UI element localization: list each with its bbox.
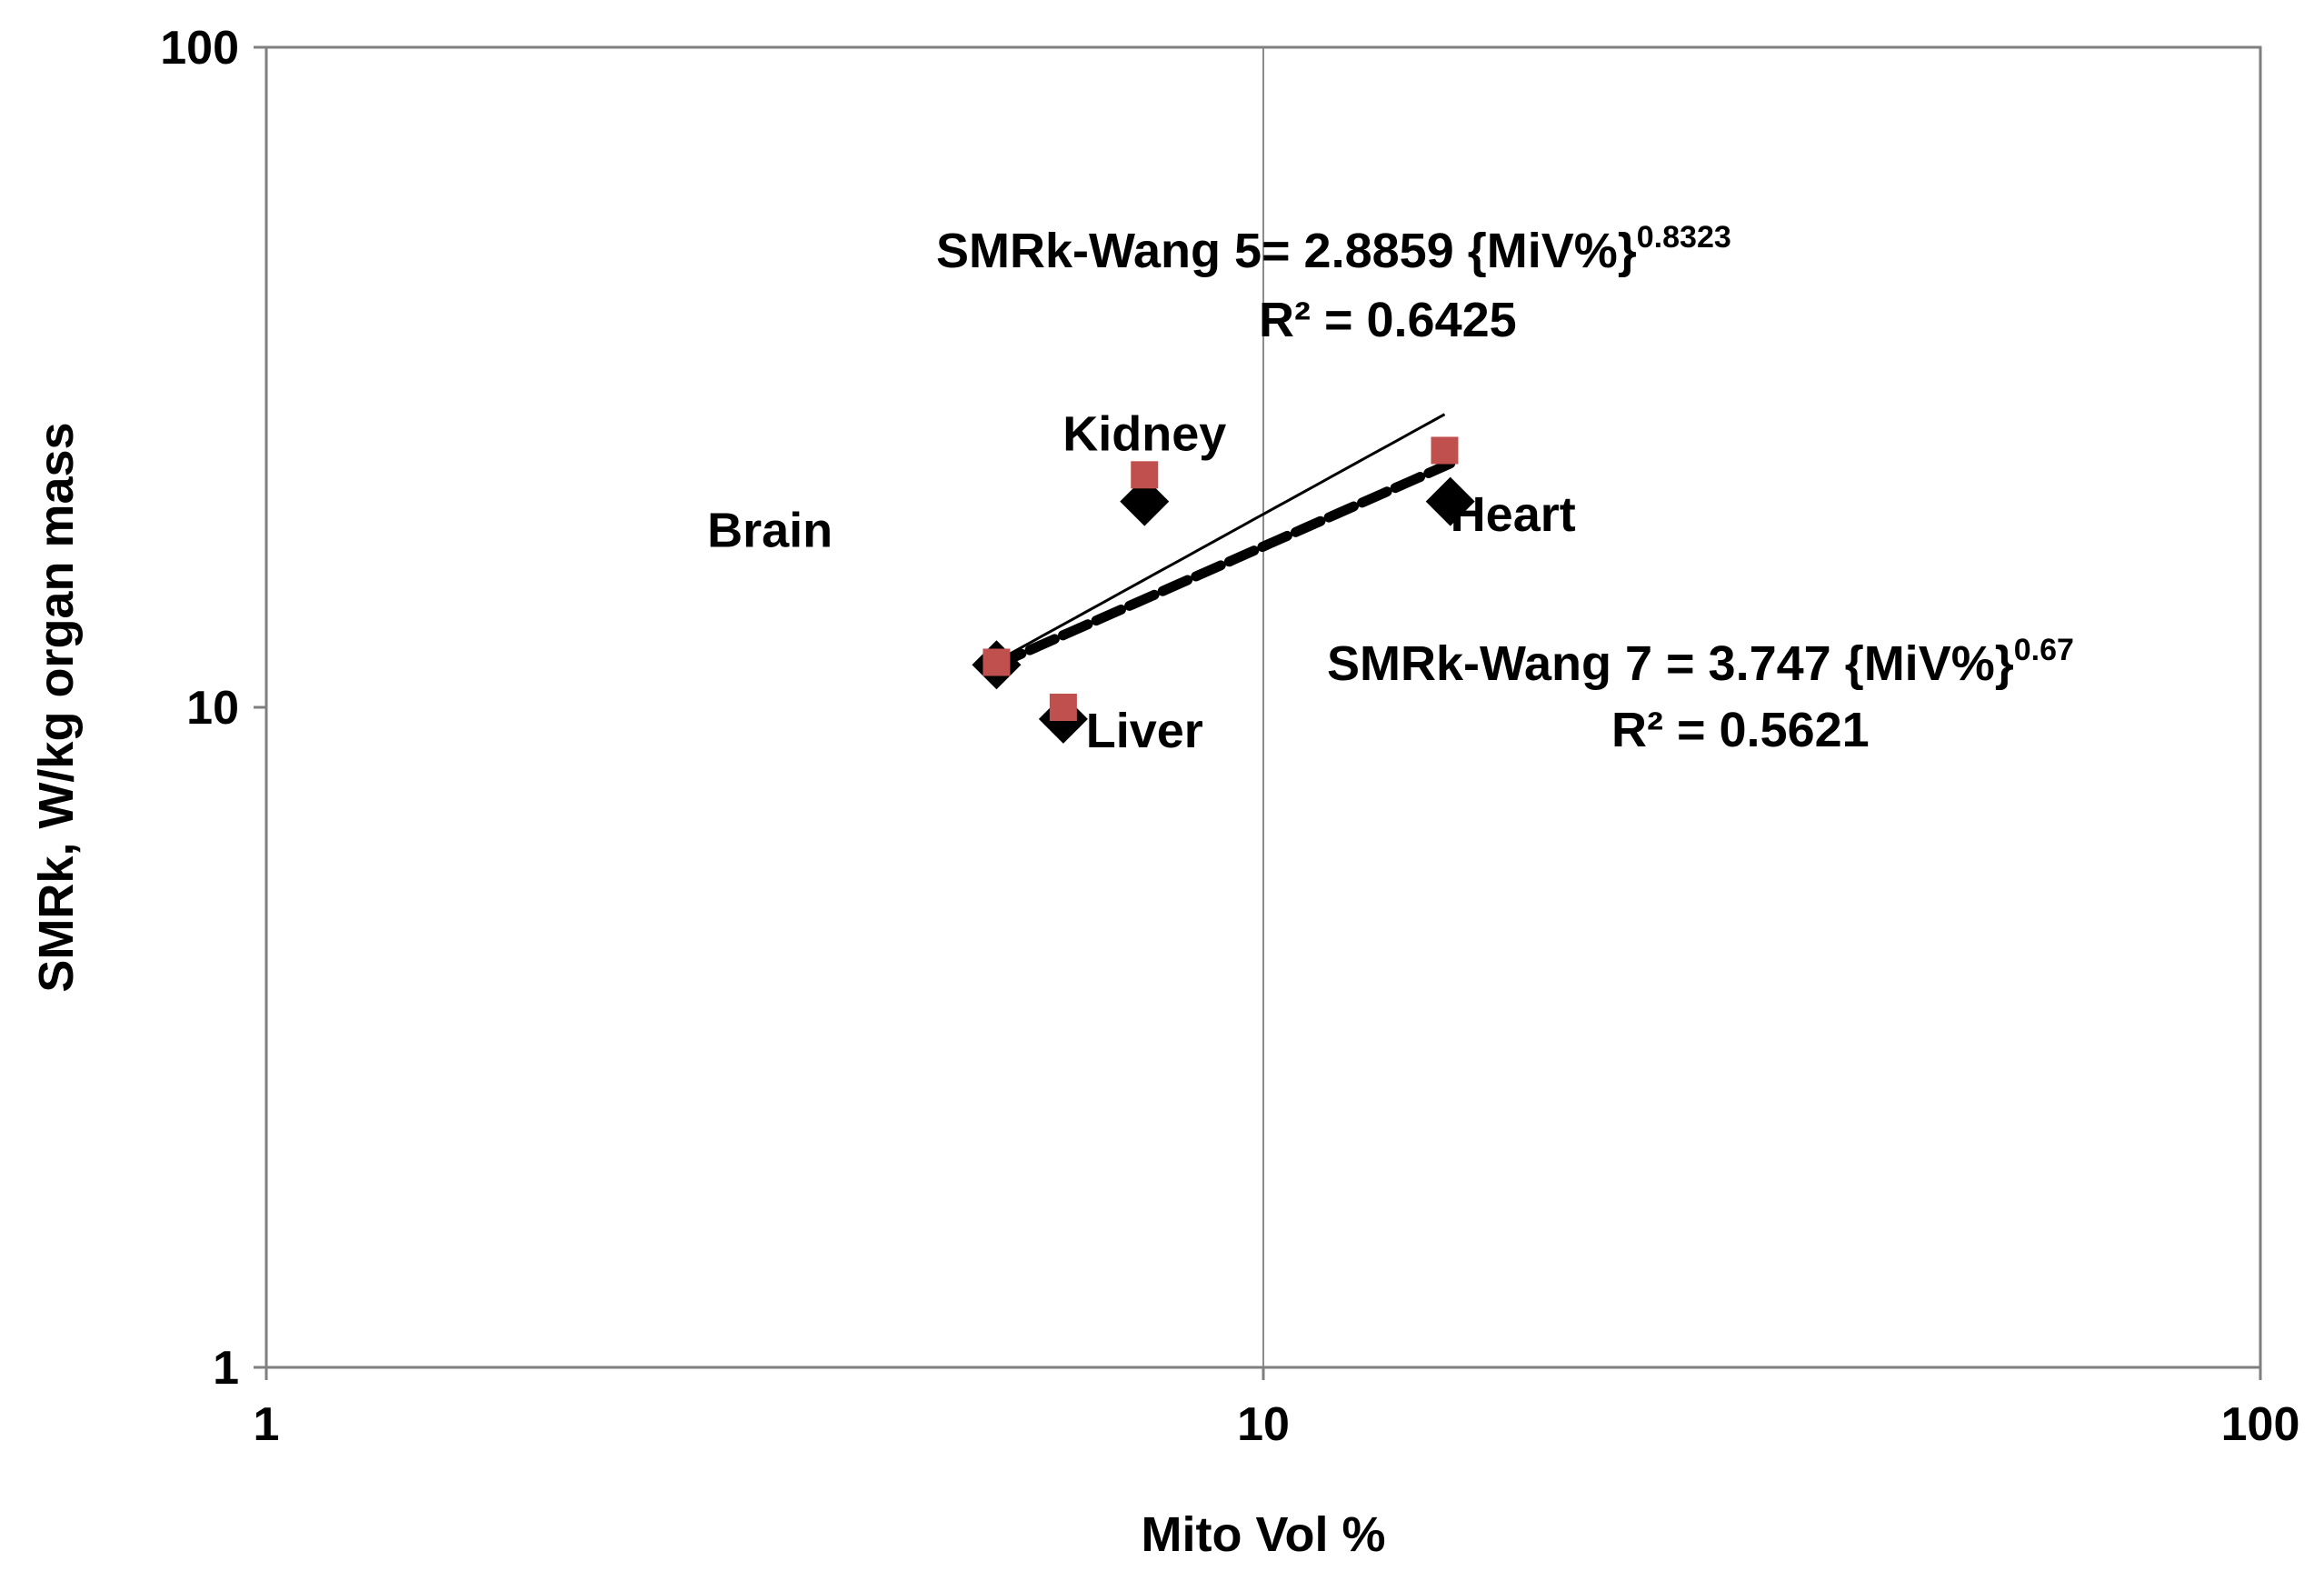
equation-2: SMRk-Wang 7 = 3.747 {MiV%}0.67 <box>1327 633 2074 691</box>
series-1-diamond-marker <box>1120 476 1170 526</box>
labels: Kidney Brain Heart Liver <box>707 406 1576 757</box>
markers <box>972 436 1475 744</box>
point-label-kidney: Kidney <box>1062 406 1226 461</box>
x-tick-label: 100 <box>2221 1398 2300 1451</box>
y-tick-label: 10 <box>186 682 239 735</box>
series-2-square-marker <box>1131 461 1159 489</box>
point-label-heart: Heart <box>1451 487 1576 542</box>
equation-1-exponent: 0.8323 <box>1637 220 1731 255</box>
series-2-square-marker <box>982 648 1011 676</box>
y-tick-label: 1 <box>213 1342 239 1395</box>
y-tick-label: 100 <box>160 22 239 75</box>
equation-2-exponent: 0.67 <box>2014 633 2074 667</box>
point-label-liver: Liver <box>1086 704 1203 758</box>
trendline-2 <box>991 458 1456 670</box>
series-2-square-marker <box>1049 694 1077 721</box>
equation-1-main: SMRk-Wang 5= 2.8859 {MiV%} <box>936 224 1637 278</box>
series-1-diamond-marker <box>1425 476 1475 526</box>
trendline-1 <box>995 413 1446 663</box>
axis-ticks: 1 10 100 1 10 100 <box>160 22 2299 1451</box>
equation-2-main: SMRk-Wang 7 = 3.747 {MiV%} <box>1327 636 2014 691</box>
x-axis-title: Mito Vol % <box>1142 1507 1386 1562</box>
equation-1-r2: R² = 0.6425 <box>1259 293 1517 347</box>
x-tick-label: 1 <box>254 1398 280 1451</box>
equation-1: SMRk-Wang 5= 2.8859 {MiV%}0.8323 <box>936 220 1731 278</box>
x-tick-label: 10 <box>1237 1398 1290 1451</box>
series-2-square-marker <box>1431 436 1459 465</box>
y-axis-title: SMRk, W/kg organ mass <box>29 422 84 992</box>
trendlines <box>991 413 1456 670</box>
point-label-brain: Brain <box>707 504 833 558</box>
equation-2-r2: R² = 0.5621 <box>1611 703 1870 757</box>
